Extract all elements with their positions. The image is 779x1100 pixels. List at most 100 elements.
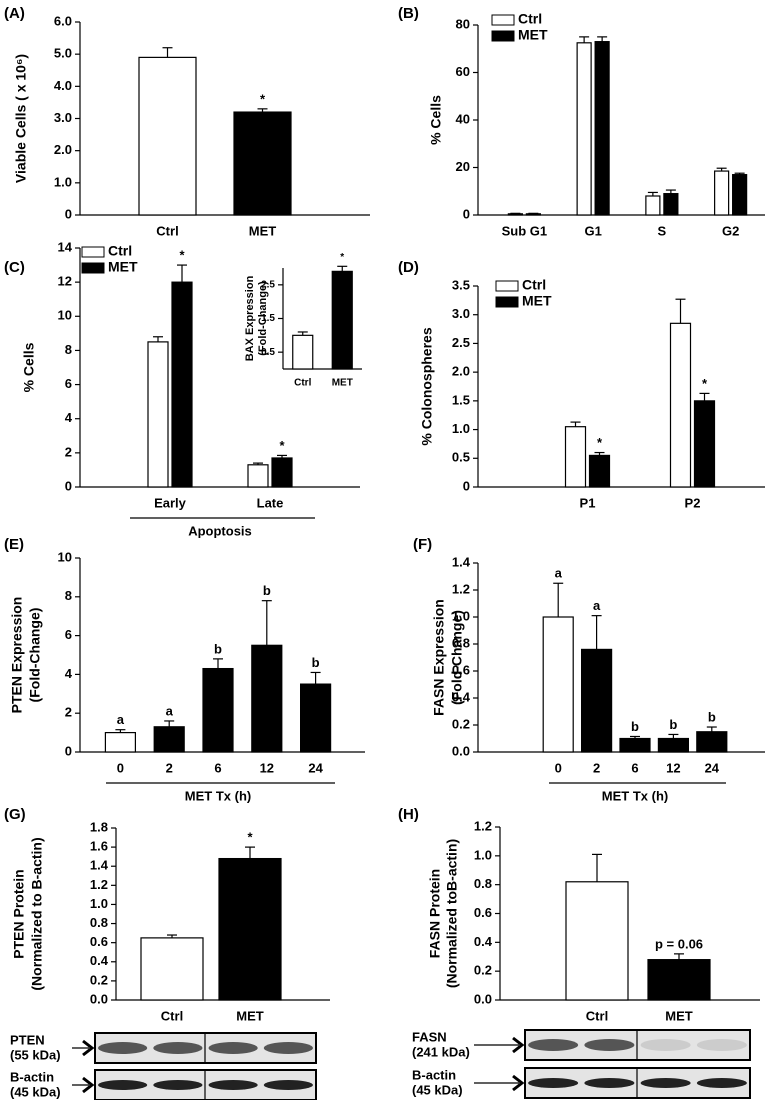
y-axis-title: % Cells (21, 342, 37, 392)
y-tick-label: 2 (65, 444, 72, 459)
y-tick-label: 10 (58, 549, 72, 564)
y-axis-title: Viable Cells ( x 10⁶) (13, 54, 29, 183)
x-tick-label: Ctrl (156, 223, 178, 238)
bar-label: a (555, 566, 563, 581)
y-tick-label: 10 (58, 308, 72, 323)
y-tick-label: 1.0 (452, 608, 470, 623)
bar (104, 731, 137, 753)
legend-label: MET (518, 27, 548, 43)
legend-swatch (81, 262, 105, 274)
blot-name: B-actin (412, 1067, 456, 1082)
y-tick-label: 12 (58, 274, 72, 289)
bar (140, 937, 204, 1001)
bar (619, 737, 651, 753)
y-tick-label: 0.8 (452, 635, 470, 650)
panel-label: (D) (398, 259, 419, 276)
legend-swatch (81, 246, 105, 258)
band (263, 1080, 313, 1090)
y-tick-label: 1.5 (452, 392, 470, 407)
bar (525, 213, 541, 216)
blot-name: PTEN (10, 1032, 45, 1047)
band (696, 1078, 747, 1088)
y-axis-title: PTEN Expression (9, 597, 25, 714)
x-tick-label: 6 (631, 760, 638, 775)
x-tick-label: Early (154, 495, 187, 510)
bar (271, 457, 293, 488)
bar (588, 454, 611, 488)
panel-label: (G) (4, 806, 26, 823)
bar (542, 616, 574, 753)
y-tick-label: 1.2 (474, 818, 492, 833)
bar-label: a (593, 598, 601, 613)
x-tick-label: G2 (722, 223, 739, 238)
bar (331, 270, 353, 370)
band (208, 1080, 258, 1090)
bar (153, 726, 185, 753)
blot-size: (45 kDa) (10, 1084, 61, 1099)
y-tick-label: 0.6 (452, 662, 470, 677)
y-tick-label: 40 (456, 111, 470, 126)
band (153, 1042, 203, 1054)
x-tick-label: 2 (593, 760, 600, 775)
y-tick-label: 2.5 (452, 335, 470, 350)
y-tick-label: 0.2 (452, 716, 470, 731)
bar (292, 334, 314, 370)
panel-label: (H) (398, 806, 419, 823)
x-tick-label: 6 (214, 760, 221, 775)
y-tick-label: 0.5 (452, 450, 470, 465)
arrow-head (82, 1076, 95, 1094)
bar (576, 42, 592, 216)
y-tick-label: 0.5 (261, 347, 275, 358)
x-tick-label: G1 (584, 223, 601, 238)
band (98, 1080, 148, 1090)
bar (202, 667, 234, 753)
y-tick-label: 0.0 (90, 991, 108, 1006)
y-tick-label: 0 (65, 478, 72, 493)
blot-size: (241 kDa) (412, 1044, 470, 1059)
y-tick-label: 2.0 (452, 364, 470, 379)
y-tick-label: 3.5 (452, 277, 470, 292)
y-axis-title: (Fold-Change) (449, 610, 465, 705)
x-tick-label: MET (665, 1008, 693, 1023)
panel-label: (E) (4, 536, 24, 553)
y-tick-label: 0.0 (474, 991, 492, 1006)
y-tick-label: 1.2 (452, 581, 470, 596)
arrow-head (512, 1036, 525, 1054)
bar-label: a (166, 703, 174, 718)
bar (247, 464, 269, 488)
y-axis-title: FASN Protein (427, 869, 443, 958)
y-tick-label: 4 (65, 410, 73, 425)
y-tick-label: 0 (463, 206, 470, 221)
legend-swatch (495, 296, 519, 308)
y-tick-label: 1.8 (90, 819, 108, 834)
bar-label: * (597, 435, 603, 450)
blot-name: FASN (412, 1029, 447, 1044)
y-tick-label: 8 (65, 588, 72, 603)
x-tick-label: MET (236, 1008, 264, 1023)
band (528, 1078, 579, 1088)
y-tick-label: 2 (65, 705, 72, 720)
bar-label: * (260, 91, 266, 106)
y-axis-title: BAX Expression (244, 275, 256, 361)
panel-label: (B) (398, 5, 419, 22)
bar-label: b (214, 641, 222, 656)
y-tick-label: 2.5 (261, 279, 275, 290)
bar (645, 195, 661, 216)
y-tick-label: 1.4 (90, 858, 109, 873)
y-axis-title: PTEN Protein (11, 869, 27, 958)
bar-label: * (702, 376, 708, 391)
bar-label: b (669, 717, 677, 732)
x-tick-label: 24 (705, 760, 720, 775)
x-tick-label: 12 (666, 760, 680, 775)
band (640, 1078, 691, 1088)
bar-label: b (312, 655, 320, 670)
y-tick-label: 5.0 (54, 46, 72, 61)
y-tick-label: 60 (456, 64, 470, 79)
blot-size: (45 kDa) (412, 1082, 463, 1097)
y-tick-label: 0 (65, 743, 72, 758)
x-tick-label: S (658, 223, 667, 238)
bar-label: p = 0.06 (655, 936, 703, 951)
y-axis-title: (Normalized toB-actin) (444, 839, 460, 988)
y-tick-label: 8 (65, 342, 72, 357)
y-tick-label: 0.6 (90, 934, 108, 949)
